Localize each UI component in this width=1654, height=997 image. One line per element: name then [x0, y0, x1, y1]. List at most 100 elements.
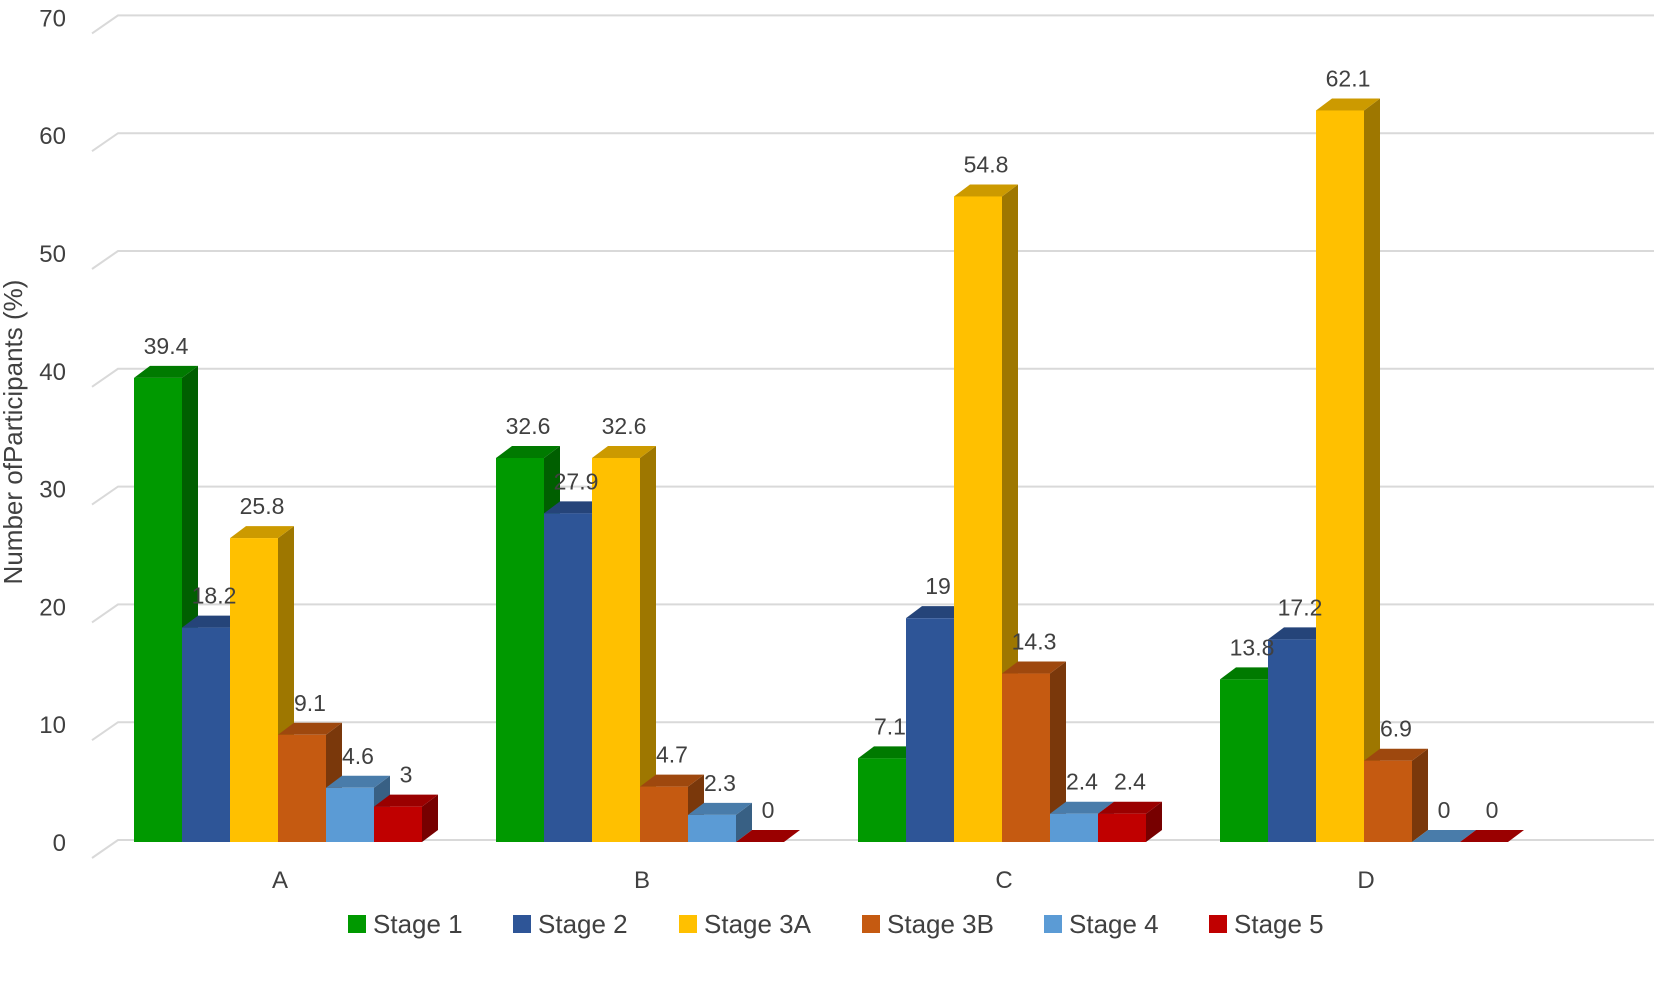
bar [688, 802, 752, 842]
bar-side [1146, 801, 1162, 842]
legend-label: Stage 1 [373, 909, 463, 939]
data-label: 19 [925, 573, 951, 599]
bar-top [230, 526, 294, 539]
legend-swatch [1044, 915, 1062, 933]
bar-front [134, 377, 182, 842]
bar-top [496, 445, 560, 458]
gridline [91, 367, 1654, 388]
gridline [91, 132, 1654, 153]
x-axis-categories: A B C D [272, 867, 1375, 894]
bar [374, 794, 438, 842]
data-label: 27.9 [554, 468, 599, 494]
bar-side [1412, 748, 1428, 842]
bar-top [326, 775, 390, 788]
data-label: 2.4 [1114, 769, 1146, 795]
data-label: 62.1 [1326, 65, 1371, 91]
bar-front [182, 627, 230, 842]
bar-front [858, 758, 906, 842]
bar-front [906, 618, 954, 842]
bar-front [1316, 110, 1364, 843]
bar-top [1098, 801, 1162, 814]
x-tick-label: A [272, 867, 288, 894]
data-label: 9.1 [294, 690, 326, 716]
legend-item: Stage 3A [679, 909, 812, 939]
bars [134, 98, 1524, 843]
bar-front [496, 457, 544, 842]
bar-top [688, 802, 752, 815]
bar-front [374, 806, 422, 842]
bar-side [736, 802, 752, 842]
bar-top [278, 722, 342, 735]
bar [736, 830, 800, 842]
bar [1364, 748, 1428, 842]
data-label: 0 [1438, 797, 1451, 823]
gridline [91, 14, 1654, 35]
x-tick-label: C [995, 867, 1012, 894]
data-label: 32.6 [506, 413, 551, 439]
data-label: 2.3 [704, 770, 736, 796]
bar-front [1050, 813, 1098, 842]
bar-top [1460, 830, 1524, 842]
bar-front [326, 787, 374, 842]
gridline [91, 250, 1654, 270]
data-label: 39.4 [144, 333, 189, 359]
gridline [91, 603, 1654, 624]
data-label: 17.2 [1278, 594, 1323, 620]
bar [1412, 830, 1476, 842]
bar-top [1316, 98, 1380, 111]
legend-item: Stage 3B [862, 909, 994, 939]
bar-front [954, 196, 1002, 842]
y-tick-label: 70 [39, 5, 66, 32]
x-tick-label: B [634, 867, 650, 894]
bar [1316, 98, 1380, 843]
bar [592, 445, 656, 842]
y-axis-label: Number ofParticipants (%) [0, 280, 28, 585]
y-tick-label: 40 [39, 359, 66, 386]
data-label: 2.4 [1066, 769, 1098, 795]
legend-swatch [679, 915, 697, 933]
data-label: 14.3 [1012, 629, 1057, 655]
legend-swatch [348, 915, 366, 933]
bar-top [1364, 748, 1428, 761]
data-label: 32.6 [602, 413, 647, 439]
bar-front [1002, 673, 1050, 842]
bar-side [1364, 98, 1380, 843]
legend-swatch [862, 915, 880, 933]
bar-front [1268, 639, 1316, 842]
data-label: 6.9 [1380, 716, 1412, 742]
bar-top [736, 830, 800, 842]
bar-front [544, 513, 592, 842]
data-label: 3 [400, 762, 413, 788]
data-label: 7.1 [874, 713, 906, 739]
bar-front [230, 538, 278, 842]
bar-top [374, 794, 438, 807]
bar-top [1412, 830, 1476, 842]
gridline [91, 721, 1654, 742]
data-label: 4.7 [656, 742, 688, 768]
bar-top [1002, 661, 1066, 674]
data-label: 4.6 [342, 743, 374, 769]
legend-swatch [1209, 915, 1227, 933]
y-axis-ticks: 0 10 20 30 40 50 60 70 [39, 5, 66, 857]
legend-label: Stage 5 [1234, 909, 1324, 939]
legend-item: Stage 5 [1209, 909, 1324, 939]
bar-front [640, 786, 688, 842]
gridline [91, 839, 1654, 859]
data-label: 13.8 [1230, 634, 1275, 660]
bar-side [640, 445, 656, 842]
bar [1098, 801, 1162, 842]
bar-top [592, 445, 656, 458]
gridline [91, 485, 1654, 506]
legend-item: Stage 4 [1044, 909, 1159, 939]
y-tick-label: 20 [39, 594, 66, 621]
bar-top [1050, 801, 1114, 814]
bar-front [688, 814, 736, 842]
data-label: 25.8 [240, 493, 285, 519]
data-label: 0 [1486, 797, 1499, 823]
legend-label: Stage 3A [704, 909, 812, 939]
data-labels: 39.4 18.2 25.8 9.1 4.6 3 32.6 27.9 32.6 4.7 2.3 0 7.… [144, 65, 1499, 823]
y-tick-label: 60 [39, 123, 66, 150]
bar-front [1364, 760, 1412, 842]
